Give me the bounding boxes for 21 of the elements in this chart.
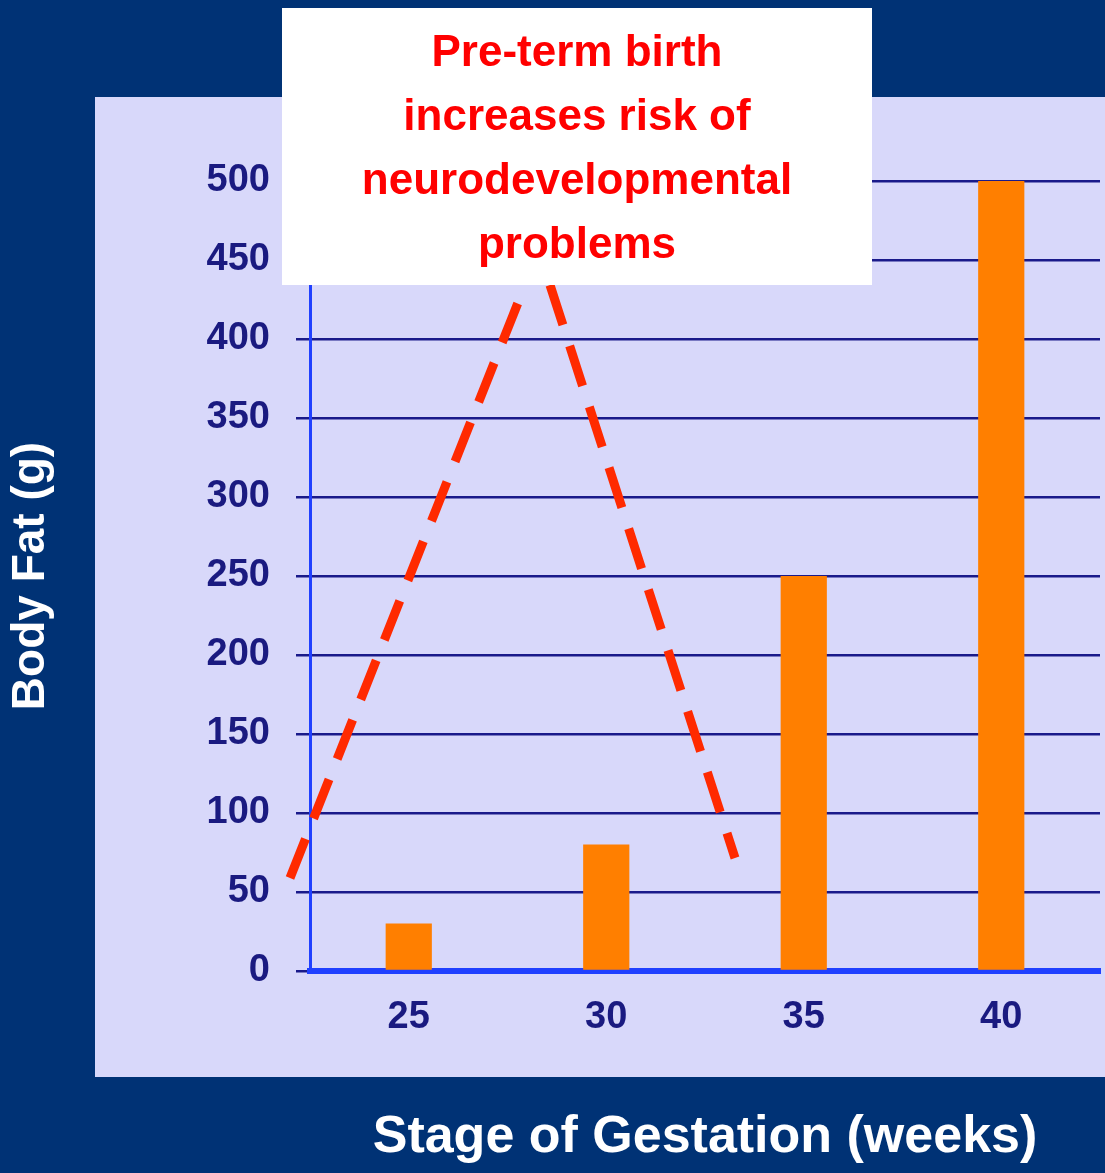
x-tick-label: 30 bbox=[585, 994, 628, 1037]
y-tick-label: 150 bbox=[206, 710, 270, 753]
bar bbox=[583, 844, 630, 970]
x-tick-label: 40 bbox=[980, 994, 1023, 1037]
y-tick-label: 250 bbox=[206, 552, 270, 595]
bar bbox=[978, 181, 1025, 970]
x-tick-label: 25 bbox=[387, 994, 430, 1037]
y-tick-label: 200 bbox=[206, 631, 270, 674]
y-tick-label: 50 bbox=[227, 868, 270, 911]
bar bbox=[780, 576, 827, 970]
x-tick-label: 35 bbox=[782, 994, 825, 1037]
x-axis-title: Stage of Gestation (weeks) bbox=[372, 1105, 1038, 1164]
y-axis-title: Body Fat (g) bbox=[2, 441, 55, 711]
y-tick-label: 400 bbox=[206, 315, 270, 358]
y-tick-label: 500 bbox=[206, 157, 270, 200]
y-tick-label: 350 bbox=[206, 394, 270, 437]
y-tick-label: 0 bbox=[248, 947, 270, 990]
bar bbox=[385, 923, 432, 970]
y-tick-label: 450 bbox=[206, 236, 270, 279]
y-tick-label: 300 bbox=[206, 473, 270, 516]
y-tick-label: 100 bbox=[206, 789, 270, 832]
